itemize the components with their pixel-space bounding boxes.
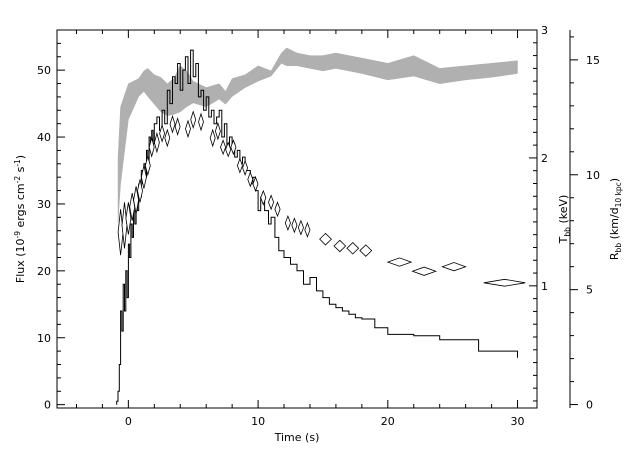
radius-tick-label: 15 bbox=[586, 54, 600, 67]
radius-point bbox=[483, 278, 526, 287]
temperature-axis-title: Tbb (keV) bbox=[557, 195, 572, 245]
radius-point bbox=[441, 262, 467, 272]
radius-point bbox=[230, 139, 237, 156]
radius-point bbox=[386, 257, 413, 267]
radius-point bbox=[153, 131, 160, 154]
radius-point bbox=[242, 159, 249, 176]
radius-tick-label: 5 bbox=[586, 284, 593, 297]
radius-tick-label: 0 bbox=[586, 399, 593, 412]
radius-point bbox=[247, 171, 254, 188]
radius-point bbox=[252, 175, 259, 193]
radius-point bbox=[304, 221, 311, 238]
radius-point bbox=[236, 157, 243, 174]
x-axis-title: Time (s) bbox=[274, 431, 320, 444]
radius-point bbox=[333, 239, 347, 253]
radius-point bbox=[125, 202, 132, 235]
y-tick-label: 10 bbox=[37, 332, 51, 345]
y-tick-label: 20 bbox=[37, 265, 51, 278]
y-tick-label: 30 bbox=[37, 198, 51, 211]
radius-point bbox=[359, 244, 373, 257]
radius-point bbox=[260, 189, 267, 206]
radius-point bbox=[144, 154, 151, 177]
radius-point bbox=[121, 202, 128, 249]
temperature-band bbox=[117, 47, 518, 222]
x-tick-label: 30 bbox=[511, 415, 525, 428]
radius-point bbox=[291, 217, 298, 234]
radius-point bbox=[185, 119, 191, 139]
radius-series-layer bbox=[117, 110, 526, 287]
temperature-band-layer bbox=[117, 47, 518, 222]
radius-point bbox=[214, 121, 221, 141]
y-tick-label: 0 bbox=[44, 399, 51, 412]
radius-point bbox=[169, 114, 176, 134]
x-tick-label: 10 bbox=[251, 415, 265, 428]
radius-axis-title: Rbb (km/d10 kpc) bbox=[608, 178, 623, 260]
axes-layer bbox=[56, 29, 571, 409]
temperature-tick-label: 3 bbox=[541, 24, 548, 37]
radius-point bbox=[190, 110, 197, 130]
temperature-tick-label: 1 bbox=[541, 280, 548, 293]
radius-point bbox=[284, 214, 291, 232]
radius-point bbox=[319, 232, 332, 246]
radius-point bbox=[198, 112, 204, 132]
radius-point bbox=[268, 194, 275, 211]
radius-point bbox=[148, 136, 155, 158]
x-tick-label: 20 bbox=[381, 415, 395, 428]
y-tick-label: 50 bbox=[37, 64, 51, 77]
radius-point bbox=[220, 139, 227, 156]
radius-point bbox=[209, 128, 216, 148]
radius-point bbox=[411, 266, 437, 276]
y-tick-label: 40 bbox=[37, 131, 51, 144]
x-tick-label: 0 bbox=[125, 415, 132, 428]
radius-point bbox=[297, 219, 304, 236]
y-axis-title: Flux (10-9 ergs cm-2 s-1) bbox=[13, 155, 27, 283]
radius-point bbox=[133, 186, 140, 214]
radius-point bbox=[159, 124, 166, 143]
radius-point bbox=[137, 179, 143, 203]
temperature-tick-label: 2 bbox=[541, 152, 548, 165]
radius-point bbox=[174, 117, 181, 136]
radius-tick-label: 10 bbox=[586, 169, 600, 182]
radius-point bbox=[225, 141, 232, 158]
plot-frame bbox=[56, 29, 538, 409]
radius-point bbox=[164, 128, 171, 148]
radius-point bbox=[346, 242, 360, 255]
radius-point bbox=[140, 165, 147, 189]
radius-point bbox=[274, 201, 281, 218]
